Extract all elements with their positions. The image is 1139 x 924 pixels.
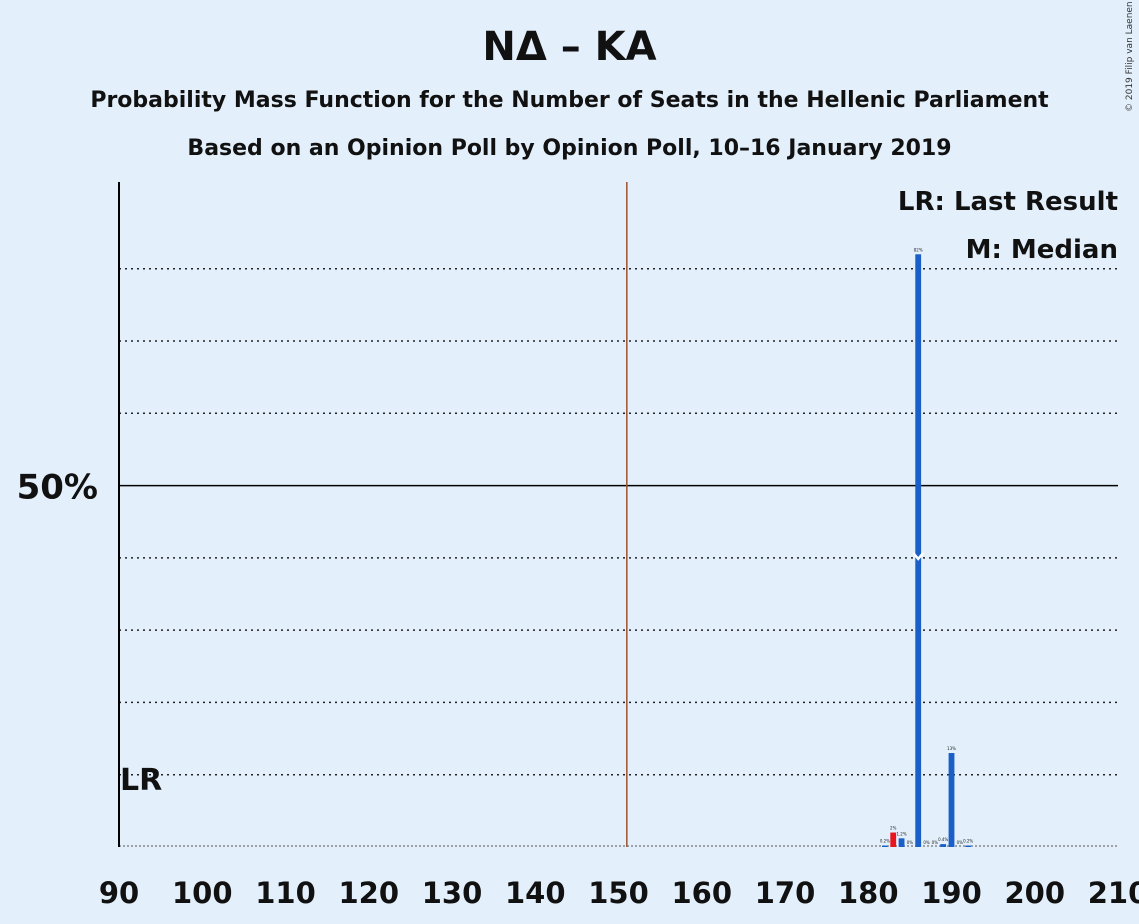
last-result-label: LR xyxy=(120,763,162,798)
bar-value-label: 2% xyxy=(890,826,897,831)
x-tick-label: 170 xyxy=(755,876,816,910)
x-tick-label: 90 xyxy=(99,876,139,910)
bar-189 xyxy=(940,844,947,847)
bar-190 xyxy=(948,753,955,847)
x-tick-label: 130 xyxy=(422,876,483,910)
bar-184 xyxy=(898,838,905,847)
x-tick-label: 160 xyxy=(671,876,732,910)
bar-value-label: 0.2% xyxy=(880,839,890,844)
x-tick-label: 150 xyxy=(588,876,649,910)
x-tick-label: 120 xyxy=(338,876,399,910)
bar-182 xyxy=(881,845,888,847)
legend-median: M: Median xyxy=(966,235,1118,265)
bar-value-label: 82% xyxy=(914,247,923,252)
bars: 0.2%2%1.2%0%82%0% 0%0.4%13%0% 0.2% xyxy=(880,247,973,848)
median-marker xyxy=(912,552,925,561)
y-tick-label: 50% xyxy=(17,468,98,508)
x-tick-label: 140 xyxy=(505,876,566,910)
bar-value-label: 0% xyxy=(932,840,939,845)
x-tick-label: 100 xyxy=(172,876,233,910)
bar-192 xyxy=(965,845,972,847)
bar-value-label: 13% xyxy=(947,746,956,751)
bar-value-label: 0% xyxy=(923,840,930,845)
legend-last-result: LR: Last Result xyxy=(898,187,1118,217)
gridlines xyxy=(119,267,1118,847)
bar-value-label: 1.2% xyxy=(896,831,906,836)
bar-186 xyxy=(915,254,922,848)
bar-value-label: 0.2% xyxy=(963,839,973,844)
x-tick-label: 200 xyxy=(1004,876,1065,910)
x-tick-label: 210 xyxy=(1088,876,1139,910)
x-tick-label: 110 xyxy=(255,876,316,910)
bar-value-label: 0% xyxy=(907,840,914,845)
x-tick-label: 190 xyxy=(921,876,982,910)
bar-value-label: 0% xyxy=(957,840,964,845)
chart-subtitle: Probability Mass Function for the Number… xyxy=(90,88,1049,113)
bar-value-label: 0.4% xyxy=(938,837,948,842)
x-tick-label: 180 xyxy=(838,876,899,910)
bar-183 xyxy=(890,832,897,847)
chart-title: ΝΔ – ΚΑ xyxy=(482,24,657,70)
axes xyxy=(118,182,628,847)
tick-labels: 50% 90 100 110 120 130 140 150 160 170 180 190 200 21… xyxy=(17,468,1139,910)
chart-source: Based on an Opinion Poll by Opinion Poll… xyxy=(187,136,952,161)
